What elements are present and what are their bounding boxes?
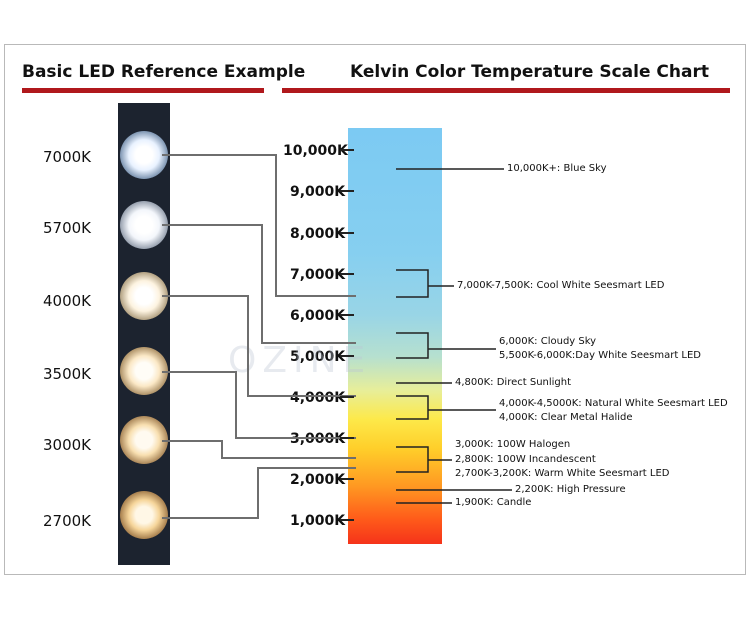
annotation-cool-white: 7,000K-7,500K: Cool White Seesmart LED [457, 280, 665, 291]
led-2700k [120, 491, 168, 539]
left-title: Basic LED Reference Example [22, 62, 306, 82]
annotation-day-white: 5,500K-6,000K:Day White Seesmart LED [499, 350, 702, 361]
chart-frame [4, 44, 746, 575]
annotation-halogen: 3,000K: 100W Halogen [455, 439, 571, 450]
right-title-rule [282, 88, 730, 93]
led-label-7000k: 7000K [43, 148, 92, 166]
watermark: OZINE [228, 340, 372, 381]
tick-6000k: 6,000K [290, 308, 346, 324]
connector-7000k [162, 154, 356, 297]
led-3000k [120, 416, 168, 464]
connector-2700k [162, 467, 356, 519]
annotation-cloudy: 6,000K: Cloudy Sky [499, 336, 597, 347]
led-label-4000k: 4000K [43, 292, 92, 310]
bracket-cloudy-day [396, 332, 429, 359]
tick-2000k: 2,000K [290, 472, 346, 488]
led-label-5700k: 5700K [43, 219, 92, 237]
annotation-warm-white: 2,700K-3,200K: Warm White Seesmart LED [455, 468, 670, 479]
annotation-blue-sky: 10,000K+: Blue Sky [507, 163, 607, 174]
tick-8000k: 8,000K [290, 226, 346, 242]
led-label-3500k: 3500K [43, 365, 92, 383]
tick-4000k: 4,000K [290, 390, 346, 406]
connector-3500k [162, 371, 356, 439]
led-4000k [120, 272, 168, 320]
annotation-candle: 1,900K: Candle [455, 497, 532, 508]
tick-7000k: 7,000K [290, 267, 346, 283]
connector-5700k [162, 224, 356, 344]
tick-9000k: 9,000K [290, 184, 346, 200]
left-title-rule [22, 88, 264, 93]
annotation-metal-halide: 4,000K: Clear Metal Halide [499, 412, 633, 423]
annotation-incandescent: 2,800K: 100W Incandescent [455, 454, 596, 465]
led-5700k [120, 201, 168, 249]
tick-1000k: 1,000K [290, 513, 346, 529]
annotation-natural-white: 4,000K-4,5000K: Natural White Seesmart L… [499, 398, 728, 409]
led-7000k [120, 131, 168, 179]
led-label-3000k: 3000K [43, 436, 92, 454]
right-title: Kelvin Color Temperature Scale Chart [350, 62, 709, 82]
bracket-cool-white [396, 269, 429, 298]
annotation-high-pressure: 2,200K: High Pressure [515, 484, 626, 495]
annotation-direct-sun: 4,800K: Direct Sunlight [455, 377, 572, 388]
connector-4000k [162, 295, 356, 397]
led-label-2700k: 2700K [43, 512, 92, 530]
led-3500k [120, 347, 168, 395]
tick-10000k: 10,000K [283, 143, 348, 159]
tick-5000k: 5,000K [290, 349, 346, 365]
kelvin-gradient-bar [348, 128, 442, 544]
led-strip [118, 103, 170, 565]
bracket-warm-white [396, 446, 429, 473]
bracket-natural-white [396, 395, 429, 420]
connector-3000k [162, 440, 356, 459]
